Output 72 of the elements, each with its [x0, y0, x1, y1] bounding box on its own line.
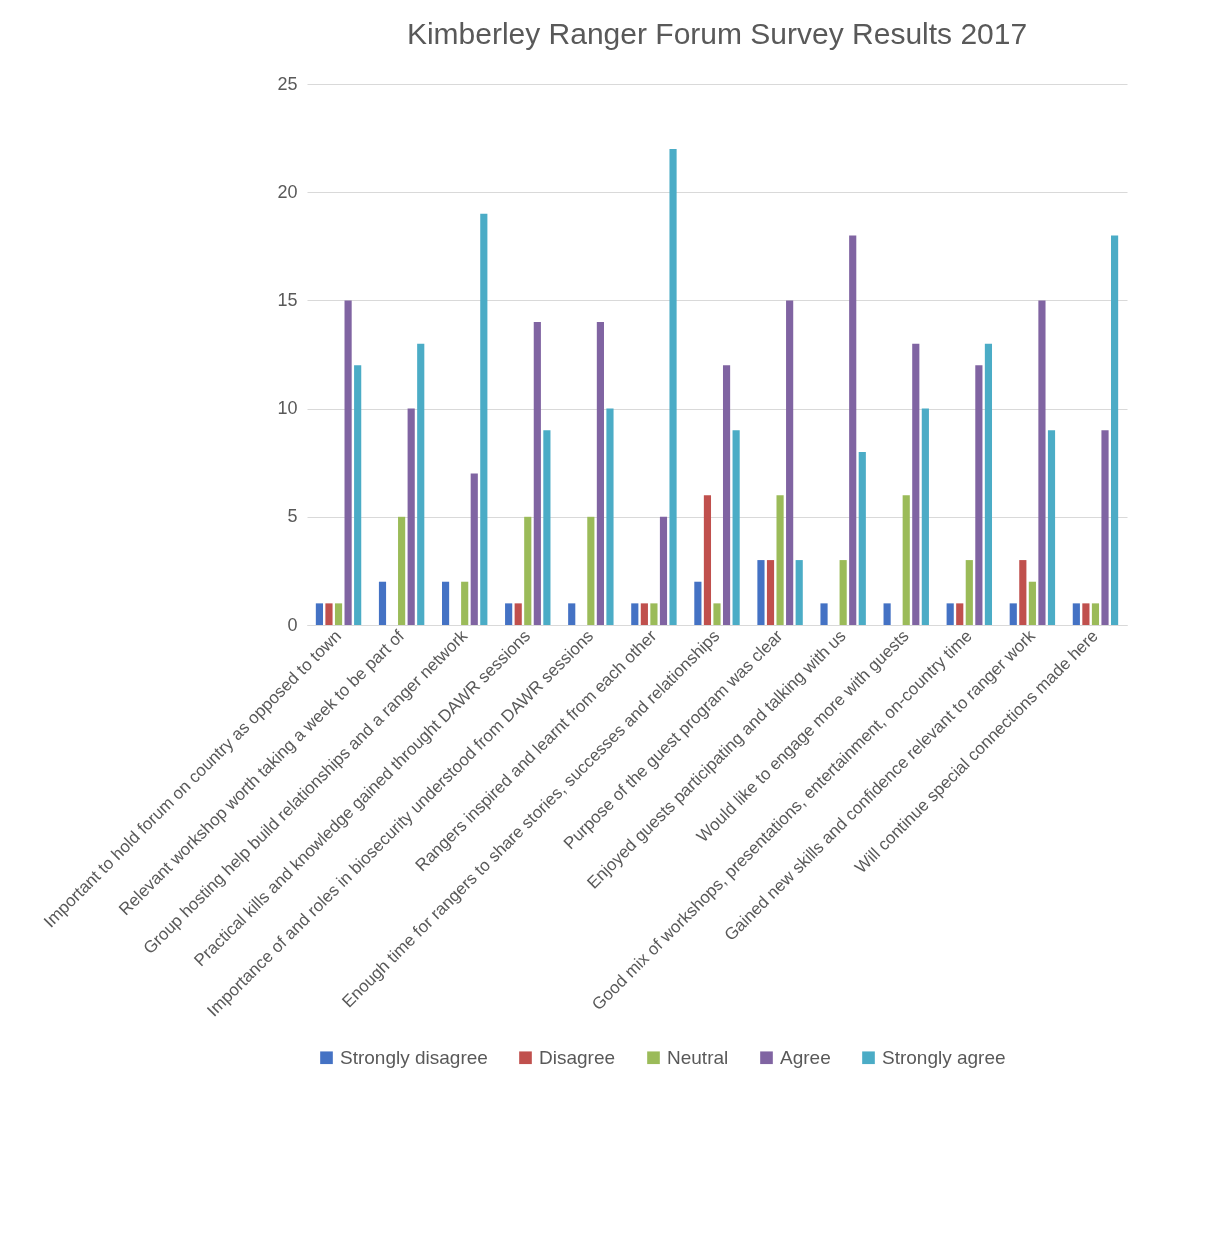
bar: [975, 365, 983, 625]
bar: [1047, 430, 1056, 625]
bar: [659, 516, 668, 625]
bar: [713, 603, 721, 625]
bar: [334, 603, 343, 625]
bar: [533, 322, 541, 625]
bar: [514, 603, 522, 625]
bar: [378, 581, 387, 625]
bar: [606, 408, 614, 625]
bar: [596, 322, 604, 625]
bar: [650, 603, 658, 625]
bar: [568, 603, 576, 625]
bar: [732, 430, 740, 625]
chart-title: Kimberley Ranger Forum Survey Results 2017: [406, 17, 1028, 50]
bar: [1038, 300, 1046, 625]
bar: [766, 560, 775, 625]
bar: [344, 300, 352, 625]
bar: [703, 495, 712, 625]
bar: [795, 560, 803, 625]
bar: [315, 603, 323, 625]
bar: [883, 603, 891, 625]
bar: [505, 603, 513, 625]
bar: [407, 408, 415, 625]
bar: [902, 495, 910, 625]
bar: [722, 365, 731, 625]
bar: [543, 430, 551, 625]
legend-label: Disagree: [539, 1046, 616, 1068]
bar: [669, 148, 677, 625]
bar: [1101, 430, 1109, 625]
y-tick-label: 10: [277, 398, 298, 419]
bar: [984, 343, 993, 625]
y-tick-label: 0: [287, 614, 298, 635]
bar: [325, 603, 333, 625]
y-tick-label: 20: [277, 181, 298, 202]
bar: [417, 343, 425, 625]
bar: [921, 408, 929, 625]
bar: [1091, 603, 1100, 625]
bar: [354, 365, 362, 625]
bar: [1082, 603, 1090, 625]
legend-label: Strongly agree: [882, 1046, 1006, 1068]
bar: [1028, 581, 1036, 625]
legend-label: Strongly disagree: [340, 1046, 488, 1068]
bar: [640, 603, 648, 625]
legend-label: Agree: [780, 1046, 831, 1068]
bar: [398, 516, 406, 625]
bar: [441, 581, 450, 625]
bar: [956, 603, 964, 625]
bar: [965, 560, 973, 625]
bar: [858, 451, 866, 625]
bar: [1072, 603, 1080, 625]
y-tick-label: 25: [277, 73, 298, 94]
bar: [1111, 235, 1119, 625]
bar: [694, 581, 702, 625]
legend-label: Neutral: [667, 1046, 729, 1068]
bar: [839, 560, 847, 625]
bar: [631, 603, 639, 625]
bar: [912, 343, 920, 625]
bar: [946, 603, 954, 625]
y-tick-label: 5: [287, 506, 298, 527]
bar: [757, 560, 765, 625]
bar: [480, 213, 488, 625]
bar: [470, 473, 478, 625]
bar: [849, 235, 857, 625]
bar: [461, 581, 469, 625]
bar: [786, 300, 794, 625]
bar: [1019, 560, 1027, 625]
bar: [587, 516, 595, 625]
bar: [1009, 603, 1017, 625]
bar: [820, 603, 828, 625]
bar: [524, 516, 532, 625]
y-tick-label: 15: [277, 289, 298, 310]
bar: [776, 495, 784, 625]
